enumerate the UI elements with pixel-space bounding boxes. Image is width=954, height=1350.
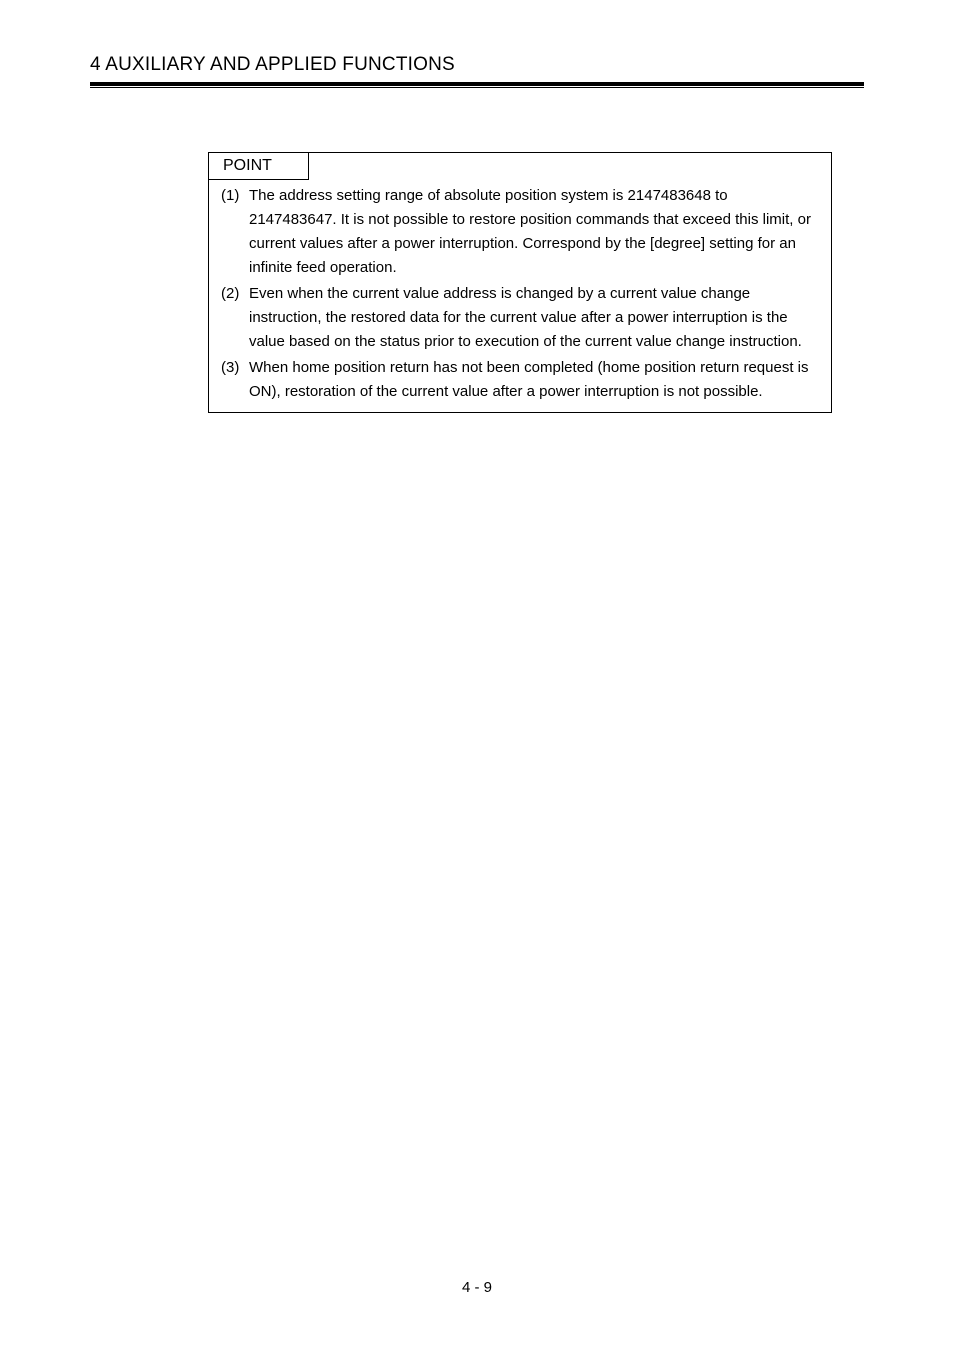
item-text: When home position return has not been c… [249, 356, 819, 404]
section-header: 4 AUXILIARY AND APPLIED FUNCTIONS [90, 54, 864, 76]
item-number: (2) [221, 282, 249, 306]
point-body: (1) The address setting range of absolut… [209, 180, 831, 412]
point-box: POINT (1) The address setting range of a… [208, 152, 832, 413]
item-text: The address setting range of absolute po… [249, 184, 819, 280]
item-text: Even when the current value address is c… [249, 282, 819, 354]
item-number: (3) [221, 356, 249, 380]
point-item: (1) The address setting range of absolut… [221, 184, 819, 280]
header-rule-thin [90, 87, 864, 88]
page: 4 AUXILIARY AND APPLIED FUNCTIONS POINT … [0, 0, 954, 1350]
page-number: 4 - 9 [0, 1279, 954, 1296]
point-item: (2) Even when the current value address … [221, 282, 819, 354]
item-number: (1) [221, 184, 249, 208]
point-tab-label: POINT [209, 153, 309, 180]
header-rule-thick [90, 82, 864, 86]
point-item: (3) When home position return has not be… [221, 356, 819, 404]
